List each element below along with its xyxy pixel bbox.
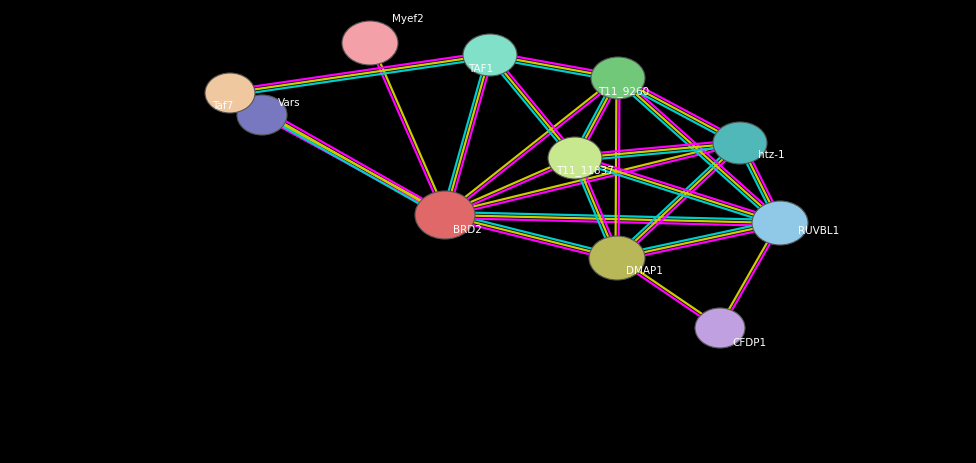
Text: RUVBL1: RUVBL1 <box>798 226 839 236</box>
Ellipse shape <box>589 236 645 280</box>
Text: T11_11837: T11_11837 <box>556 166 614 176</box>
Text: CFDP1: CFDP1 <box>732 338 766 348</box>
Text: Vars: Vars <box>278 98 301 108</box>
Text: Myef2: Myef2 <box>392 14 424 24</box>
Text: DMAP1: DMAP1 <box>626 266 663 276</box>
Ellipse shape <box>752 201 808 245</box>
Text: BRD2: BRD2 <box>453 225 482 235</box>
Ellipse shape <box>205 73 255 113</box>
Text: TAF1: TAF1 <box>468 64 493 74</box>
Ellipse shape <box>463 34 517 76</box>
Text: Taf7: Taf7 <box>212 101 233 111</box>
Ellipse shape <box>713 122 767 164</box>
Ellipse shape <box>695 308 745 348</box>
Ellipse shape <box>591 57 645 99</box>
Ellipse shape <box>415 191 475 239</box>
Ellipse shape <box>548 137 602 179</box>
Text: T11_9260: T11_9260 <box>598 87 649 97</box>
Ellipse shape <box>342 21 398 65</box>
Ellipse shape <box>237 95 287 135</box>
Text: htz-1: htz-1 <box>758 150 785 160</box>
